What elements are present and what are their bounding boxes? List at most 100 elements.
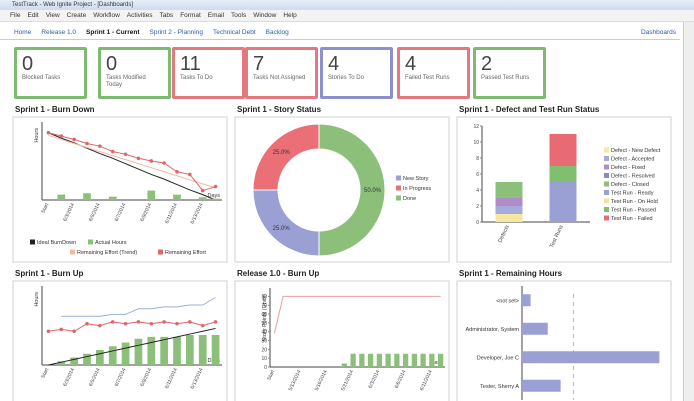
menu-item[interactable]: Format	[180, 12, 201, 19]
legend-swatch	[604, 215, 609, 221]
menu-item[interactable]: Window	[253, 12, 277, 19]
menu-item[interactable]: Email	[207, 12, 225, 19]
legend-label: Remaining Effort (Trend)	[77, 250, 137, 256]
kpi-label: Failed Test Runs	[405, 75, 450, 81]
x-tick-label: 6/5/2014	[88, 367, 102, 387]
line	[48, 134, 216, 189]
menu-item[interactable]: Activities	[126, 12, 153, 19]
menu-item[interactable]: Workflow	[93, 12, 120, 19]
tab-bar: Home Release 1.0 Sprint 1 - Current Sprint …	[0, 26, 680, 40]
menu-bar: File Edit View Create Workflow Activities Tabs…	[0, 10, 694, 22]
kpi-tile[interactable]: 0 Blocked Tasks	[14, 47, 87, 99]
legend-swatch	[604, 198, 609, 204]
kpi-label: Passed Test Runs	[481, 75, 530, 81]
y-tick-label: Tester, Sherry A	[480, 384, 519, 390]
bar	[211, 198, 220, 200]
marker	[85, 321, 89, 326]
y-tick-label: 6	[476, 172, 479, 178]
menu-item[interactable]: Edit	[27, 12, 39, 19]
marker	[46, 329, 51, 334]
tab[interactable]: Release 1.0	[41, 29, 77, 36]
kpi-tile[interactable]: 4 Stories To Do	[320, 47, 393, 99]
donut-slice	[252, 123, 320, 191]
kpi-label: Tasks To Do	[180, 75, 213, 81]
legend-label: Actual Hours	[95, 240, 127, 246]
legend-label: Test Run - Passed	[611, 208, 656, 214]
panel-frame	[234, 116, 450, 263]
marker	[200, 188, 205, 193]
bar	[522, 294, 531, 307]
tab[interactable]: Backlog	[265, 29, 289, 36]
legend-swatch	[604, 156, 609, 161]
kpi-tile[interactable]: 11 Tasks To Do	[172, 47, 245, 99]
tab[interactable]: Sprint 1 - Current	[86, 29, 140, 36]
bar	[376, 353, 382, 367]
kpi-tile[interactable]: 2 Passed Test Runs	[473, 47, 546, 99]
bar	[403, 353, 409, 367]
menu-item[interactable]: Create	[66, 12, 87, 19]
bar	[108, 196, 117, 200]
dashboards-menu[interactable]: Dashboards	[640, 29, 676, 36]
bar	[121, 342, 130, 365]
kpi-tile[interactable]: 4 Failed Test Runs	[397, 47, 470, 99]
kpi-tile[interactable]: 0 Tasks Modified Today	[98, 47, 171, 99]
x-tick-label: 6/7/2014	[114, 367, 128, 387]
window-title: TestTrack - Web Ignite Project - [Dashbo…	[12, 2, 134, 8]
panel-title: Sprint 1 - Defect and Test Run Status	[459, 105, 600, 114]
y-tick-label: 70	[261, 303, 267, 309]
legend-label: Done	[403, 196, 416, 202]
x-tick-label: 6/3/2014	[368, 369, 382, 389]
legend-swatch	[88, 239, 93, 245]
legend-label: Remaining Effort	[165, 250, 206, 256]
kpi-value: 11	[180, 53, 201, 75]
legend-swatch	[396, 185, 401, 191]
menu-item[interactable]: View	[45, 12, 60, 19]
line	[48, 321, 216, 332]
marker	[98, 323, 102, 328]
y-tick-label: 20	[261, 347, 267, 353]
menu-item[interactable]: File	[10, 12, 21, 19]
panel-title: Sprint 1 - Remaining Hours	[459, 269, 563, 278]
scrollbar[interactable]	[683, 22, 694, 401]
legend-swatch	[604, 207, 609, 212]
menu-item[interactable]: Help	[283, 12, 297, 19]
x-tick-label: Start	[266, 369, 276, 382]
marker	[175, 169, 179, 174]
tab[interactable]: Technical Debt	[212, 29, 256, 36]
slice-label: 50.0%	[364, 188, 382, 194]
marker	[72, 329, 76, 334]
kpi-value: 0	[106, 53, 118, 75]
tab[interactable]: Sprint 2 - Planning	[149, 29, 203, 36]
kpi-label: Tasks Not Assigned	[253, 75, 306, 81]
panel-title: Sprint 1 - Story Status	[237, 105, 322, 114]
bar	[522, 322, 548, 335]
x-tick-label: 5/13/2014	[288, 369, 303, 392]
y-tick-label: 8	[476, 156, 479, 162]
marker	[213, 320, 218, 324]
marker	[85, 141, 89, 146]
bar	[70, 357, 78, 365]
legend-label: Defect - Accepted	[611, 157, 654, 163]
kpi-tile[interactable]: 7 Tasks Not Assigned	[245, 47, 318, 99]
menu-item[interactable]: Tabs	[159, 12, 174, 19]
marker	[200, 323, 205, 328]
menu-item[interactable]: Tools	[231, 12, 247, 19]
marker	[188, 172, 192, 177]
bar	[438, 353, 444, 367]
x-tick-label: 6/9/2014	[139, 367, 153, 387]
bar	[350, 353, 356, 367]
bar	[186, 335, 194, 365]
bar	[522, 379, 561, 392]
marker	[123, 152, 128, 157]
marker	[175, 321, 179, 326]
slice-label: 25.0%	[273, 150, 291, 156]
y-tick-label: 0	[264, 365, 267, 371]
legend-swatch	[396, 195, 401, 201]
bar-segment	[495, 214, 523, 222]
bar	[429, 353, 435, 367]
marker	[72, 137, 76, 142]
donut-slice	[318, 123, 386, 257]
tab[interactable]: Home	[14, 29, 32, 36]
x-tick-label: Defects	[497, 224, 510, 244]
